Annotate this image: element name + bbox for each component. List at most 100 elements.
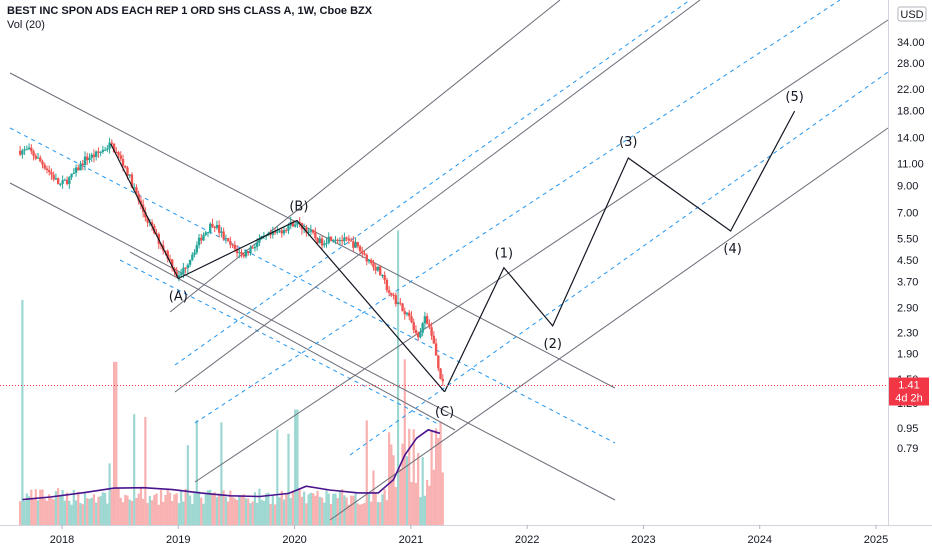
volume-bar	[162, 501, 165, 525]
volume-bar	[197, 491, 201, 525]
volume-bar	[144, 417, 147, 525]
candle-body	[396, 302, 400, 305]
candle-body	[325, 242, 328, 244]
y-tick-label: 7.00	[897, 208, 918, 220]
volume-bar	[135, 498, 138, 525]
volume-bar	[311, 493, 315, 525]
candle-body	[425, 316, 429, 324]
volume-bar	[269, 504, 272, 525]
volume-bar	[168, 492, 172, 525]
candle-body	[184, 267, 187, 269]
candle-body	[130, 174, 134, 188]
volume-bar	[137, 493, 140, 525]
wave-label: (2)	[544, 337, 562, 352]
volume-bar	[146, 503, 149, 525]
candle-body	[403, 311, 406, 315]
volume-bar	[81, 504, 84, 525]
candle-body	[195, 245, 199, 253]
candle-body	[186, 264, 190, 269]
volume-bar	[441, 472, 444, 525]
candle-body	[179, 273, 183, 276]
currency-label: USD	[900, 9, 923, 21]
wave-label: (C)	[435, 405, 454, 420]
volume-bar	[108, 463, 111, 525]
volume-bar	[320, 497, 324, 525]
candle-body	[164, 250, 167, 252]
wave-label: (1)	[495, 247, 513, 262]
candle-body	[372, 263, 375, 268]
candle-body	[296, 222, 299, 225]
candle-body	[343, 237, 346, 242]
volume-bar	[88, 498, 91, 525]
candle-body	[34, 155, 37, 159]
volume-bar	[356, 503, 359, 525]
candle-body	[349, 240, 353, 242]
candle-body	[177, 275, 181, 277]
candle-body	[36, 157, 40, 159]
candle-body	[352, 241, 355, 248]
volume-bar	[32, 499, 35, 525]
volume-bar	[345, 497, 348, 525]
candle-body	[229, 240, 232, 245]
candle-body	[106, 148, 109, 150]
volume-bar	[394, 487, 397, 525]
volume-bar	[227, 501, 230, 525]
volume-bar	[361, 503, 364, 525]
volume-bar	[23, 500, 26, 525]
volume-bar	[338, 490, 342, 525]
volume-bar	[401, 443, 404, 525]
volume-bar	[99, 496, 102, 525]
candle-body	[332, 239, 335, 241]
candle-body	[240, 252, 243, 255]
candle-body	[276, 231, 279, 233]
volume-bar	[408, 428, 411, 525]
volume-bar	[57, 488, 60, 525]
candle-body	[247, 251, 250, 254]
candle-body	[202, 235, 205, 241]
candle-body	[81, 163, 84, 166]
volume-bar	[325, 489, 328, 525]
price-tag-value: 1.41	[898, 380, 919, 392]
volume-bar	[30, 489, 33, 525]
chart-header: BEST INC SPON ADS EACH REP 1 ORD SHS CLA…	[7, 5, 372, 31]
volume-bar	[434, 428, 438, 525]
candle-body	[273, 231, 277, 233]
up-fork-median	[194, 19, 889, 483]
candle-body	[144, 211, 147, 218]
candle-body	[48, 170, 51, 173]
volume-bar	[72, 489, 75, 525]
volume-bar	[303, 491, 306, 525]
candle-body	[235, 248, 239, 254]
candle-body	[376, 266, 380, 271]
candle-body	[135, 187, 138, 194]
candle-body	[421, 323, 424, 333]
candle-body	[316, 238, 319, 244]
volume-bar	[428, 485, 431, 525]
candle-body	[112, 143, 116, 153]
volume-bar	[222, 490, 225, 525]
volume-bar	[153, 494, 156, 525]
candle-body	[385, 279, 389, 291]
volume-bar	[177, 503, 181, 525]
volume-bar	[417, 452, 420, 525]
volume-bar	[90, 497, 93, 525]
symbol-title: BEST INC SPON ADS EACH REP 1 ORD SHS CLA…	[7, 5, 373, 17]
candle-body	[132, 187, 136, 189]
candle-body	[423, 316, 427, 324]
candle-body	[399, 302, 402, 304]
volume-bar	[305, 503, 308, 525]
volume-bar	[231, 497, 234, 525]
candle-body	[414, 329, 418, 334]
volume-bar	[65, 492, 69, 525]
candle-body	[99, 151, 102, 153]
volume-bar	[392, 455, 395, 525]
candle-body	[293, 224, 297, 227]
up-fork-outer	[169, 0, 561, 313]
candle-body	[101, 149, 105, 152]
candle-body	[128, 174, 131, 176]
volume-bar	[276, 429, 279, 525]
candle-body	[298, 222, 301, 224]
volume-bar	[358, 504, 362, 525]
volume-bar	[419, 497, 422, 525]
